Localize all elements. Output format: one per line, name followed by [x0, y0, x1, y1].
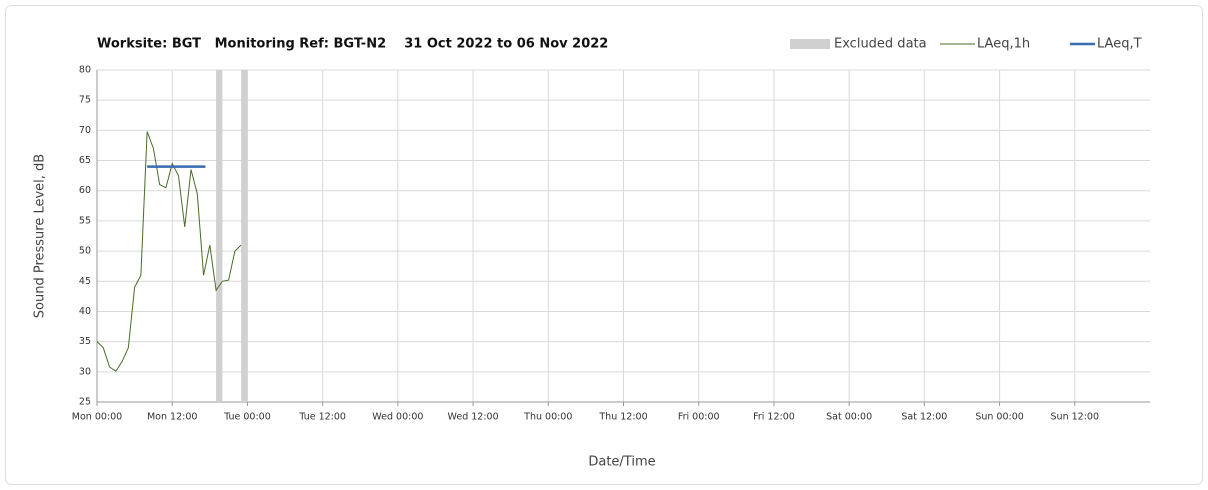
y-tick-label: 65: [79, 155, 91, 166]
x-tick-label: Mon 12:00: [147, 412, 197, 423]
x-tick-label: Thu 12:00: [598, 412, 647, 423]
y-tick-label: 70: [79, 125, 91, 136]
legend-label: LAeq,T: [1097, 37, 1142, 52]
x-tick-label: Mon 00:00: [72, 412, 122, 423]
x-tick-label: Tue 12:00: [298, 412, 346, 423]
x-tick-label: Wed 12:00: [448, 412, 499, 423]
x-tick-label: Sun 12:00: [1051, 412, 1099, 423]
y-tick-label: 25: [79, 397, 91, 408]
y-tick-label: 50: [79, 246, 91, 257]
x-axis-label: Date/Time: [588, 455, 655, 470]
chart-frame: [5, 5, 1203, 485]
x-tick-label: Fri 00:00: [678, 412, 720, 423]
y-tick-label: 55: [79, 215, 91, 226]
y-tick-label: 60: [79, 185, 91, 196]
x-tick-label: Sat 12:00: [901, 412, 947, 423]
y-tick-label: 80: [79, 65, 91, 76]
y-tick-label: 75: [79, 95, 91, 106]
chart-title: Worksite: BGT Monitoring Ref: BGT-N2 31 …: [97, 37, 608, 52]
x-tick-label: Tue 00:00: [223, 412, 271, 423]
x-tick-label: Sat 00:00: [826, 412, 872, 423]
excluded-band: [241, 70, 248, 402]
y-tick-label: 45: [79, 276, 91, 287]
legend-swatch: [790, 39, 830, 49]
x-tick-label: Sun 00:00: [975, 412, 1023, 423]
x-tick-label: Thu 00:00: [523, 412, 572, 423]
y-tick-label: 30: [79, 366, 91, 377]
x-tick-label: Fri 12:00: [753, 412, 795, 423]
y-axis-label: Sound Pressure Level, dB: [33, 154, 48, 318]
legend-label: Excluded data: [834, 37, 927, 52]
y-tick-label: 35: [79, 336, 91, 347]
y-tick-label: 40: [79, 306, 91, 317]
legend-label: LAeq,1h: [977, 37, 1030, 52]
series-line: [96, 131, 242, 372]
excluded-band: [216, 70, 223, 402]
x-tick-label: Wed 00:00: [372, 412, 423, 423]
